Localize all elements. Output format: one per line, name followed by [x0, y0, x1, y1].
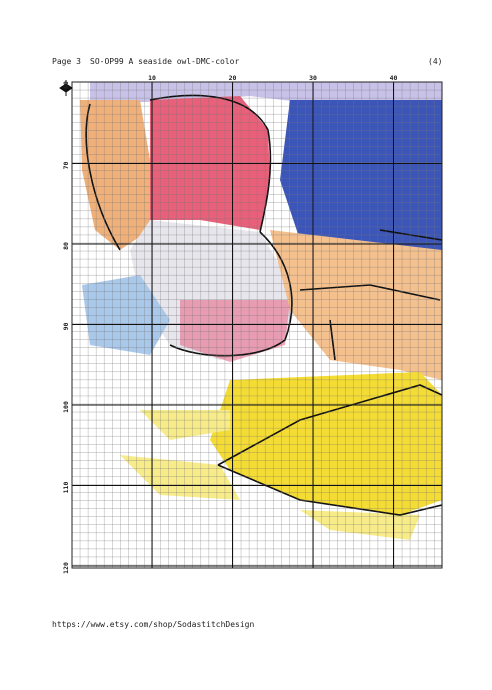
row-label: 70 — [62, 162, 70, 170]
region-blue — [280, 100, 442, 260]
region-lightblue — [82, 275, 170, 355]
page-label: Page 3 — [52, 57, 81, 66]
pattern-title: SO-OP99 A seaside owl-DMC-color — [90, 57, 239, 66]
axis-labels: 10 20 30 40 60 70 80 90 100 110 120 — [62, 74, 397, 574]
row-label: 120 — [62, 562, 70, 574]
major-grid — [72, 82, 442, 568]
region-yellow — [210, 372, 442, 515]
stitch-artwork — [72, 82, 442, 568]
column-label: 20 — [229, 74, 237, 82]
region-yellow-light — [120, 410, 420, 540]
region-orange — [80, 100, 150, 250]
row-label: 60 — [62, 81, 70, 89]
page-number: (4) — [428, 57, 442, 66]
footer-url: https://www.etsy.com/shop/SodastitchDesi… — [52, 620, 254, 629]
row-label: 90 — [62, 323, 70, 331]
column-label: 40 — [390, 74, 398, 82]
column-label: 30 — [309, 74, 317, 82]
row-label: 110 — [62, 482, 70, 494]
center-marker — [59, 80, 73, 96]
grid-border — [71, 81, 443, 569]
region-lavender — [90, 82, 442, 104]
column-label: 10 — [148, 74, 156, 82]
row-label: 100 — [62, 401, 70, 413]
row-label: 80 — [62, 242, 70, 250]
